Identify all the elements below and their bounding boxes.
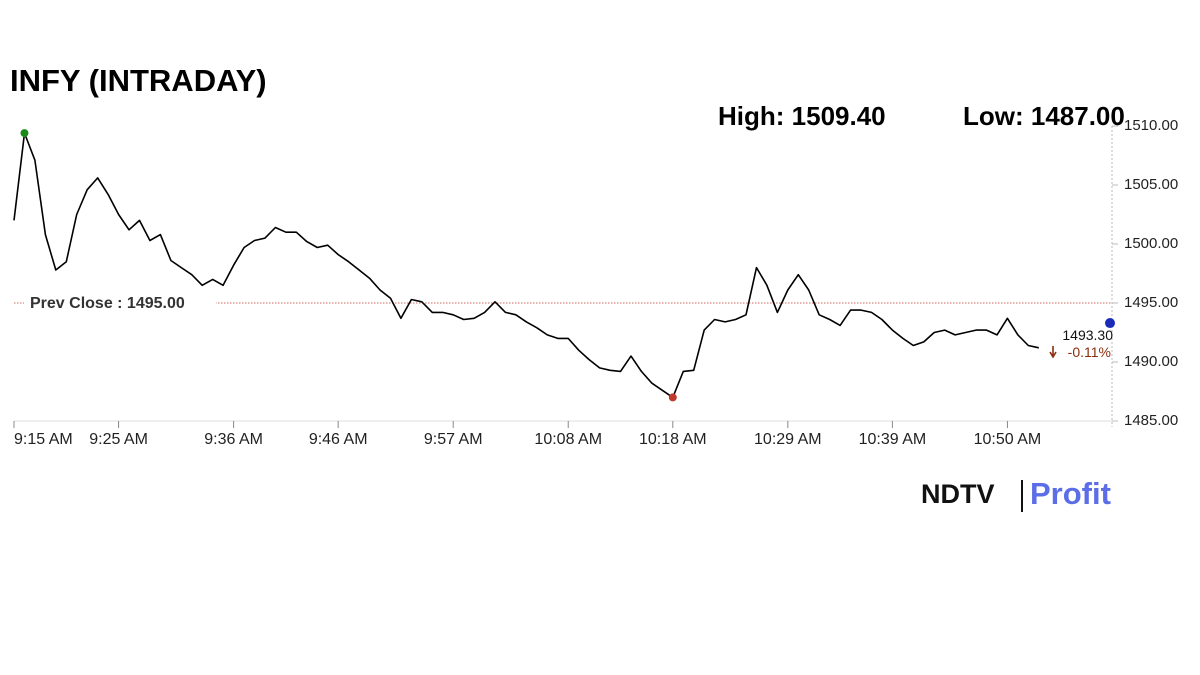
x-tick-label: 9:36 AM: [204, 431, 263, 448]
change-label: -0.11%: [1068, 344, 1111, 360]
y-tick-label: 1495.00: [1124, 294, 1178, 311]
prev-close-bg: [24, 292, 216, 314]
x-tick-label: 9:46 AM: [309, 431, 368, 448]
x-tick-label: 10:18 AM: [639, 431, 707, 448]
x-tick-label: 10:29 AM: [754, 431, 822, 448]
y-tick-label: 1510.00: [1124, 117, 1178, 134]
x-tick-label: 9:15 AM: [14, 431, 73, 448]
x-tick-label: 10:39 AM: [859, 431, 927, 448]
chart-title: INFY (INTRADAY): [10, 63, 267, 98]
down-arrow: [1049, 346, 1057, 359]
price-line: [13, 132, 1039, 399]
x-tick-label: 10:50 AM: [974, 431, 1042, 448]
y-tick-label: 1500.00: [1124, 235, 1178, 252]
y-tick-label: 1485.00: [1124, 412, 1178, 429]
last-price-label: 1493.30: [1062, 327, 1113, 343]
x-tick-label: 9:57 AM: [424, 431, 483, 448]
x-tick-label: 10:08 AM: [534, 431, 602, 448]
last-price-marker: [1105, 318, 1115, 329]
low-marker: [668, 393, 677, 402]
low-label: Low: 1487.00: [963, 101, 1125, 131]
brand-profit: Profit: [1030, 476, 1111, 511]
x-tick-label: 9:25 AM: [89, 431, 148, 448]
high-marker: [20, 129, 29, 138]
y-tick-label: 1490.00: [1124, 353, 1178, 370]
prev-close-label: Prev Close : 1495.00: [30, 295, 185, 312]
high-label: High: 1509.40: [718, 101, 886, 131]
brand-ndtv: NDTV: [921, 479, 995, 509]
y-tick-label: 1505.00: [1124, 176, 1178, 193]
